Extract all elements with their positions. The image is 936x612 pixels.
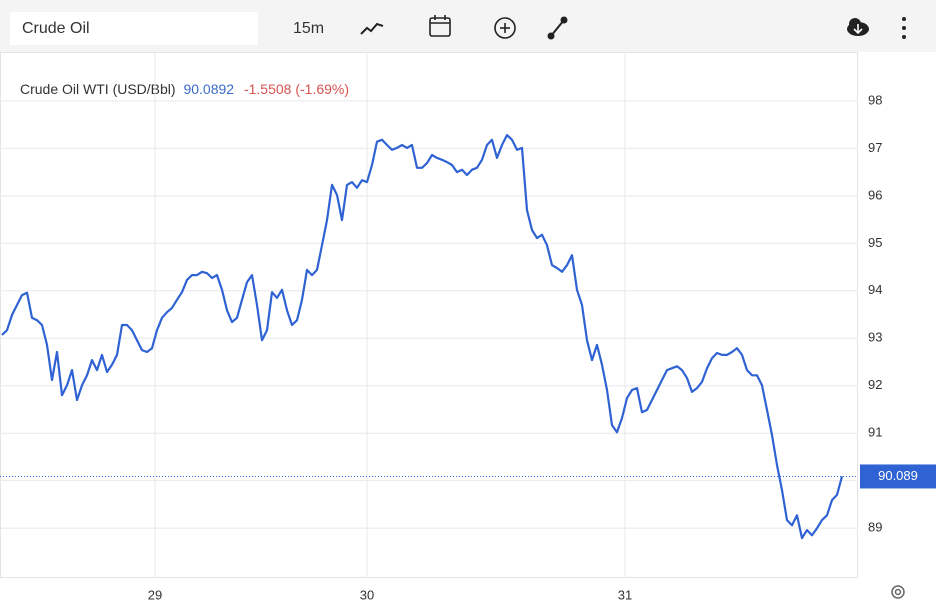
- last-price-box: [860, 464, 936, 489]
- y-tick-label: 89: [868, 520, 882, 535]
- download-icon[interactable]: [847, 18, 869, 36]
- interval[interactable]: 15m: [293, 20, 324, 37]
- y-tick-label: 91: [868, 425, 882, 440]
- x-tick-label: 30: [360, 587, 374, 602]
- price-line: [1, 134, 844, 540]
- x-tick-label: 31: [618, 587, 632, 602]
- y-tick-label: 95: [868, 235, 882, 250]
- search-box[interactable]: [10, 12, 258, 45]
- chart-type-icon[interactable]: [360, 22, 384, 35]
- y-tick-label: 93: [868, 330, 882, 345]
- legend-change: -1.5508 (-1.69%): [244, 81, 349, 97]
- calendar-icon[interactable]: [429, 15, 451, 37]
- search-text[interactable]: Crude Oil: [22, 20, 90, 37]
- y-tick-label: 97: [868, 140, 882, 155]
- legend: Crude Oil WTI (USD/Bbl) 90.0892 -1.5508 …: [20, 81, 349, 97]
- legend-price: 90.0892: [183, 81, 234, 97]
- y-tick-label: 98: [868, 92, 882, 107]
- y-tick-label: 92: [868, 377, 882, 392]
- x-tick-label: 29: [148, 587, 162, 602]
- legend-title: Crude Oil WTI (USD/Bbl): [20, 81, 176, 97]
- menu-icon[interactable]: [902, 17, 906, 39]
- plot-frame: [0, 52, 858, 578]
- y-tick-label: 96: [868, 187, 882, 202]
- settings-icon[interactable]: [891, 585, 905, 599]
- y-tick-label: 94: [868, 282, 882, 297]
- draw-icon[interactable]: [547, 16, 568, 40]
- add-icon[interactable]: [494, 17, 516, 39]
- last-price-label: 90.089: [878, 468, 918, 483]
